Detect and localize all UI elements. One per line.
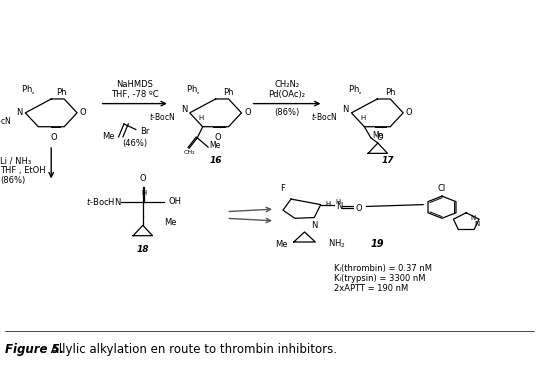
Text: O: O: [377, 134, 383, 142]
Text: CH₂N₂: CH₂N₂: [274, 80, 299, 89]
Text: Pd(OAc)₂: Pd(OAc)₂: [268, 90, 305, 99]
Text: 2xAPTT = 190 nM: 2xAPTT = 190 nM: [334, 284, 409, 293]
Text: H: H: [142, 190, 147, 196]
Text: $t$-BocN: $t$-BocN: [149, 111, 176, 122]
Text: N: N: [342, 105, 349, 114]
Text: NH$_2$: NH$_2$: [328, 238, 345, 250]
Text: (86%): (86%): [0, 176, 25, 185]
Text: Cl: Cl: [438, 184, 446, 193]
Text: N: N: [16, 108, 23, 117]
Text: N: N: [311, 221, 317, 229]
Text: THF, -78 ºC: THF, -78 ºC: [111, 90, 158, 99]
Text: CH₂: CH₂: [183, 149, 195, 155]
Text: Ph$_{\mathbf{,}}$: Ph$_{\mathbf{,}}$: [186, 83, 200, 97]
Text: 17: 17: [382, 156, 395, 165]
Text: H: H: [361, 115, 365, 121]
Text: 18: 18: [136, 245, 149, 254]
Text: Me: Me: [209, 141, 220, 150]
Text: N: N: [470, 215, 475, 221]
Text: N: N: [336, 202, 342, 211]
Text: O: O: [356, 204, 362, 213]
Text: H: H: [336, 199, 341, 205]
Text: $t$-BocHN: $t$-BocHN: [86, 196, 121, 207]
Text: O: O: [51, 134, 57, 142]
Text: O: O: [406, 108, 412, 117]
Text: Ph$_{\mathbf{,}}$: Ph$_{\mathbf{,}}$: [348, 83, 362, 97]
Text: Li / NH₃: Li / NH₃: [0, 157, 31, 165]
Text: Kᵢ(thrombin) = 0.37 nM: Kᵢ(thrombin) = 0.37 nM: [334, 264, 432, 273]
Text: NaHMDS: NaHMDS: [116, 80, 153, 89]
Text: Ph: Ph: [223, 88, 234, 97]
Text: Me: Me: [164, 218, 177, 227]
Text: (46%): (46%): [122, 139, 147, 148]
Text: $t$-BocN: $t$-BocN: [0, 115, 12, 126]
Text: Me: Me: [102, 132, 114, 141]
Text: (86%): (86%): [274, 108, 299, 117]
Text: O: O: [80, 108, 86, 117]
Text: N: N: [474, 221, 480, 227]
Text: Figure 5.: Figure 5.: [5, 343, 65, 356]
Text: Ph$_{\mathbf{,}}$: Ph$_{\mathbf{,}}$: [22, 83, 36, 97]
Text: OH: OH: [168, 197, 181, 206]
Text: H: H: [199, 115, 204, 121]
Text: O: O: [215, 134, 222, 142]
Text: 19: 19: [370, 239, 384, 249]
Text: O: O: [140, 174, 146, 183]
Text: $t$-BocN: $t$-BocN: [311, 111, 338, 122]
Text: Me: Me: [372, 131, 384, 141]
Text: Ph: Ph: [56, 88, 67, 97]
Text: H: H: [325, 201, 330, 206]
Text: Allylic alkylation en route to thrombin inhibitors.: Allylic alkylation en route to thrombin …: [47, 343, 337, 356]
Text: THF , EtOH: THF , EtOH: [0, 166, 46, 175]
Text: Me: Me: [275, 240, 288, 249]
Text: Br: Br: [140, 127, 149, 136]
Text: Ph: Ph: [385, 88, 396, 97]
Text: Kᵢ(trypsin) = 3300 nM: Kᵢ(trypsin) = 3300 nM: [334, 274, 426, 283]
Text: 16: 16: [209, 156, 222, 165]
Text: N: N: [181, 105, 187, 114]
Text: F: F: [280, 184, 286, 193]
Text: O: O: [244, 108, 251, 117]
